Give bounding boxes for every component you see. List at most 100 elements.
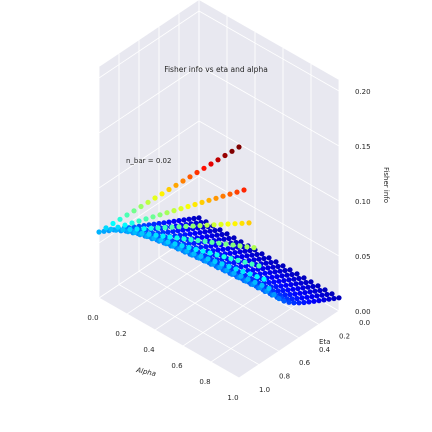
data-point [217, 227, 223, 233]
data-point [176, 224, 182, 230]
data-point [148, 225, 154, 231]
axes-panes [99, 0, 339, 378]
data-point [212, 227, 218, 234]
data-point [231, 270, 237, 276]
data-point [192, 230, 198, 236]
data-point [281, 298, 287, 304]
data-point [134, 226, 140, 232]
data-point [172, 241, 178, 247]
grid-line-alpha [238, 310, 340, 379]
data-point [276, 296, 282, 302]
data-point [227, 191, 233, 197]
data-point [319, 292, 325, 298]
data-point [291, 300, 297, 306]
data-point [182, 232, 188, 238]
data-point [198, 253, 204, 259]
data-point [290, 286, 296, 292]
data-point [162, 224, 168, 231]
grid-line-alpha [210, 294, 312, 363]
data-point [209, 233, 215, 239]
data-point [196, 215, 202, 221]
data-point [176, 218, 182, 224]
data-point [187, 174, 193, 180]
data-point [294, 271, 300, 277]
data-point [273, 259, 279, 265]
grid-line-z-left [98, 10, 200, 79]
data-point [160, 233, 166, 239]
data-point [201, 165, 207, 171]
data-point [275, 263, 281, 270]
data-point [169, 224, 175, 230]
data-point [245, 276, 251, 282]
data-point [165, 229, 171, 235]
data-point [272, 269, 278, 275]
data-point [246, 220, 252, 226]
data-point [124, 212, 130, 218]
data-point [178, 206, 184, 212]
data-point [286, 299, 292, 305]
data-point [232, 221, 238, 227]
data-point [235, 257, 241, 263]
data-point [244, 253, 250, 259]
data-point [171, 208, 177, 214]
data-point [237, 249, 243, 255]
data-point [214, 232, 220, 238]
data-point [302, 290, 308, 296]
data-point [205, 256, 211, 262]
data-point [131, 208, 137, 214]
data-point [240, 268, 246, 275]
x-axis-label: Alpha [135, 366, 157, 378]
data-point [192, 201, 198, 208]
data-point [305, 284, 311, 290]
data-point [247, 271, 253, 277]
data-point [195, 237, 201, 244]
data-point [285, 287, 291, 293]
data-point [228, 256, 234, 262]
back-wall-right [199, 0, 339, 311]
data-point [279, 273, 285, 279]
data-point [197, 230, 203, 236]
data-point [207, 228, 213, 234]
data-point [271, 279, 277, 285]
data-point [190, 223, 196, 229]
data-point [212, 258, 218, 264]
data-point [261, 276, 267, 282]
data-point [220, 246, 226, 252]
data-point [146, 231, 152, 237]
data-point [250, 267, 256, 273]
data-point [129, 220, 135, 226]
grid-line-z-right [198, 120, 340, 202]
data-point [186, 241, 192, 247]
grid-line-z-right [198, 10, 340, 92]
data-point [260, 266, 266, 272]
tick-labels: 0.0 0.2 0.4 0.6 0.8 1.0 0.0 0.2 0.4 0.6 0.8 1.0 0.00… [87, 88, 370, 402]
data-point [215, 247, 221, 253]
data-point [204, 234, 210, 240]
annotation-nbar: n_bar = 0.02 [126, 157, 171, 165]
data-point [311, 298, 317, 304]
chart-title: Fisher info vs eta and alpha [164, 65, 268, 74]
data-point [222, 152, 228, 159]
data-point [157, 212, 163, 218]
data-point [321, 297, 327, 303]
y-tick-label: 0.8 [279, 373, 290, 381]
data-point [171, 218, 177, 224]
data-point [232, 250, 238, 256]
data-point [254, 251, 260, 258]
x-tick-label: 1.0 [227, 394, 238, 402]
grid-line-eta [158, 257, 300, 339]
data-point [193, 246, 199, 252]
data-point [261, 255, 267, 262]
data-point [280, 263, 286, 269]
data-point [244, 244, 250, 250]
data-point [286, 277, 292, 283]
x-tick-label: 0.6 [171, 362, 183, 370]
data-point [288, 282, 294, 288]
data-point [246, 258, 252, 264]
data-point [300, 285, 306, 291]
data-point [153, 232, 159, 238]
z-tick-label: 0.05 [355, 253, 371, 261]
data-point [238, 239, 244, 245]
y-axis-label: Eta [319, 338, 330, 346]
data-point [266, 279, 272, 286]
